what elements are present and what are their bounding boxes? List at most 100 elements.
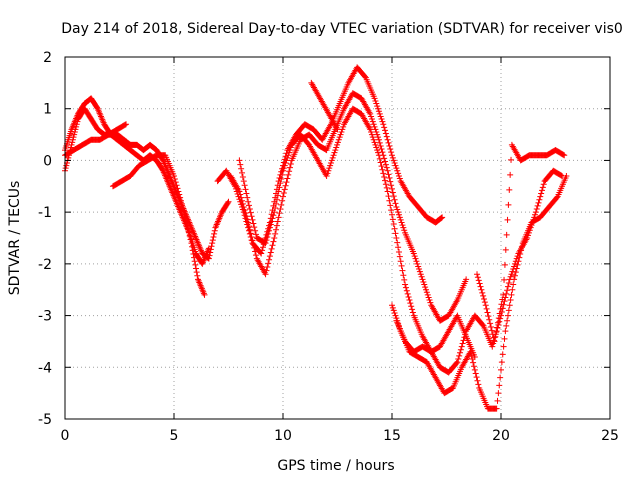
data-point xyxy=(507,273,514,280)
data-point xyxy=(370,121,377,128)
data-point xyxy=(382,181,389,188)
data-point xyxy=(211,227,218,234)
data-point xyxy=(239,200,246,207)
data-point xyxy=(323,172,330,179)
data-point xyxy=(248,213,255,220)
data-point xyxy=(413,258,420,265)
data-point xyxy=(472,370,479,377)
data-point xyxy=(259,247,266,254)
data-point xyxy=(239,173,246,180)
series-track-3 xyxy=(62,121,130,159)
data-point xyxy=(180,207,187,214)
data-point xyxy=(244,194,251,201)
data-point xyxy=(393,235,400,241)
data-point xyxy=(279,197,286,204)
data-point xyxy=(244,216,251,223)
data-point xyxy=(283,179,290,186)
data-point xyxy=(63,162,70,169)
series-track-7 xyxy=(236,105,478,360)
data-point xyxy=(324,170,331,177)
data-point xyxy=(368,113,375,120)
data-point xyxy=(71,128,78,135)
data-point xyxy=(401,227,408,234)
data-point xyxy=(374,131,381,138)
data-point xyxy=(368,131,375,138)
data-point xyxy=(487,323,494,330)
data-point xyxy=(245,219,252,226)
data-point xyxy=(338,128,345,135)
data-point xyxy=(500,343,507,350)
data-point xyxy=(182,214,189,221)
data-point xyxy=(381,155,388,162)
data-point xyxy=(502,328,509,335)
data-point xyxy=(246,206,253,213)
data-point xyxy=(377,159,384,166)
y-tick-label: -2 xyxy=(38,257,52,273)
data-point xyxy=(512,269,519,276)
data-point xyxy=(390,221,397,228)
data-point xyxy=(280,165,287,172)
data-point xyxy=(504,312,511,319)
data-point xyxy=(422,284,429,291)
data-point xyxy=(462,331,469,338)
data-point xyxy=(509,268,516,275)
data-point xyxy=(269,215,276,222)
data-point xyxy=(402,284,409,291)
data-point xyxy=(373,100,380,107)
data-point xyxy=(513,255,520,262)
data-point xyxy=(330,152,337,159)
x-tick-label: 5 xyxy=(170,428,179,444)
data-point xyxy=(178,200,185,207)
data-point xyxy=(553,194,560,201)
data-point xyxy=(492,333,499,340)
data-point xyxy=(500,291,507,298)
data-point xyxy=(388,182,395,189)
data-point xyxy=(531,214,538,221)
data-point xyxy=(396,175,403,182)
data-point xyxy=(274,192,281,199)
data-point xyxy=(419,276,426,283)
data-point xyxy=(473,374,480,381)
data-point xyxy=(499,296,506,303)
data-point xyxy=(326,165,333,172)
data-point xyxy=(414,260,421,267)
data-point xyxy=(285,171,292,178)
data-point xyxy=(390,193,397,200)
data-point xyxy=(386,175,393,182)
data-point xyxy=(507,171,514,178)
data-point xyxy=(385,193,392,200)
data-point xyxy=(376,155,383,162)
data-point xyxy=(379,149,386,156)
data-point xyxy=(536,196,543,203)
data-point xyxy=(494,397,501,404)
data-point xyxy=(225,198,232,205)
data-point xyxy=(498,301,505,308)
data-point xyxy=(468,352,475,359)
data-point xyxy=(392,230,399,237)
data-point xyxy=(262,271,269,278)
data-point xyxy=(382,177,389,184)
data-point xyxy=(487,320,494,327)
data-point xyxy=(504,283,511,290)
data-point xyxy=(241,182,248,189)
y-tick-label: -1 xyxy=(38,205,52,221)
data-point xyxy=(538,187,545,194)
data-point xyxy=(267,221,274,228)
data-point xyxy=(191,258,198,265)
data-point xyxy=(159,166,166,173)
data-point xyxy=(181,211,188,218)
data-point xyxy=(266,227,273,234)
series-track-10 xyxy=(393,167,566,376)
data-point xyxy=(511,260,518,267)
data-point xyxy=(266,224,273,231)
data-point xyxy=(489,331,496,338)
data-point xyxy=(247,209,254,216)
data-point xyxy=(391,196,398,203)
data-point xyxy=(479,321,486,328)
data-point xyxy=(539,184,546,191)
data-point xyxy=(388,149,395,156)
data-point xyxy=(193,269,200,276)
data-point xyxy=(370,136,377,143)
data-point xyxy=(286,149,293,156)
data-point xyxy=(275,188,282,195)
